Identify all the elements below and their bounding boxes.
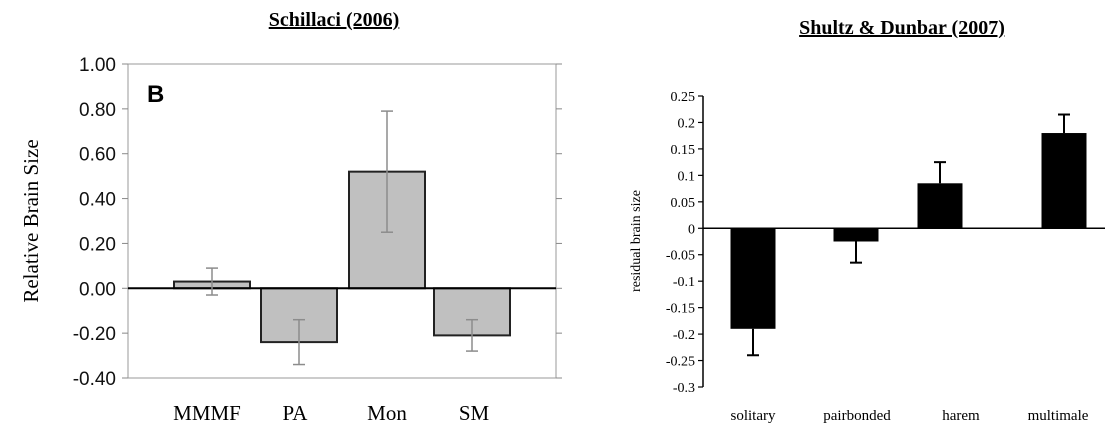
- y-tick-label: -0.25: [666, 355, 695, 370]
- category-label: pairbonded: [823, 408, 891, 424]
- chart-title: Schillaci (2006): [269, 9, 400, 31]
- y-tick-label: 0.1: [678, 169, 696, 184]
- category-label: multimale: [1028, 408, 1089, 424]
- y-axis-label: Relative Brain Size: [19, 139, 43, 302]
- y-tick-label: 0.80: [79, 100, 116, 121]
- y-tick-label: -0.20: [73, 324, 116, 345]
- plot-frame: [127, 63, 557, 379]
- chart-shultz-dunbar: Shultz & Dunbar (2007) 0.25 0.2 0.15 0.1 0.05…: [629, 17, 1105, 424]
- category-label: harem: [942, 408, 980, 424]
- y-tick-label: -0.3: [673, 381, 695, 396]
- y-tick-label: 0.25: [671, 90, 696, 105]
- bar-harem: [917, 183, 963, 229]
- y-tick-label: 0.60: [79, 145, 116, 166]
- y-tick-label: 1.00: [79, 55, 116, 76]
- y-tick-label: 0.15: [671, 143, 696, 158]
- y-tick-label: -0.1: [673, 275, 695, 290]
- y-tick-label: 0.00: [79, 279, 116, 300]
- bar-pairbonded: [833, 228, 879, 242]
- category-label: solitary: [731, 408, 776, 424]
- category-label: MMMF: [173, 401, 241, 425]
- panel-label: B: [147, 81, 164, 108]
- y-tick-label: -0.40: [73, 369, 116, 390]
- y-tick-label: 0.05: [671, 196, 696, 211]
- bar-multimale: [1041, 133, 1087, 229]
- y-tick-label: -0.05: [666, 249, 695, 264]
- category-label: Mon: [367, 401, 407, 425]
- chart-title: Shultz & Dunbar (2007): [799, 17, 1005, 39]
- chart-schillaci: Schillaci (2006) 1.00 0.80 0.60 0.40 0.20 0.00…: [19, 9, 562, 425]
- y-tick-label: -0.15: [666, 302, 695, 317]
- y-axis-label: residual brain size: [629, 190, 644, 292]
- bar-solitary: [730, 228, 776, 329]
- y-tick-label: 0.20: [79, 234, 116, 255]
- y-tick-label: -0.2: [673, 328, 695, 343]
- category-label: PA: [283, 401, 309, 425]
- y-tick-label: 0: [688, 222, 695, 237]
- y-tick-label: 0.40: [79, 190, 116, 211]
- y-tick-label: 0.2: [678, 116, 696, 131]
- category-label: SM: [459, 401, 490, 425]
